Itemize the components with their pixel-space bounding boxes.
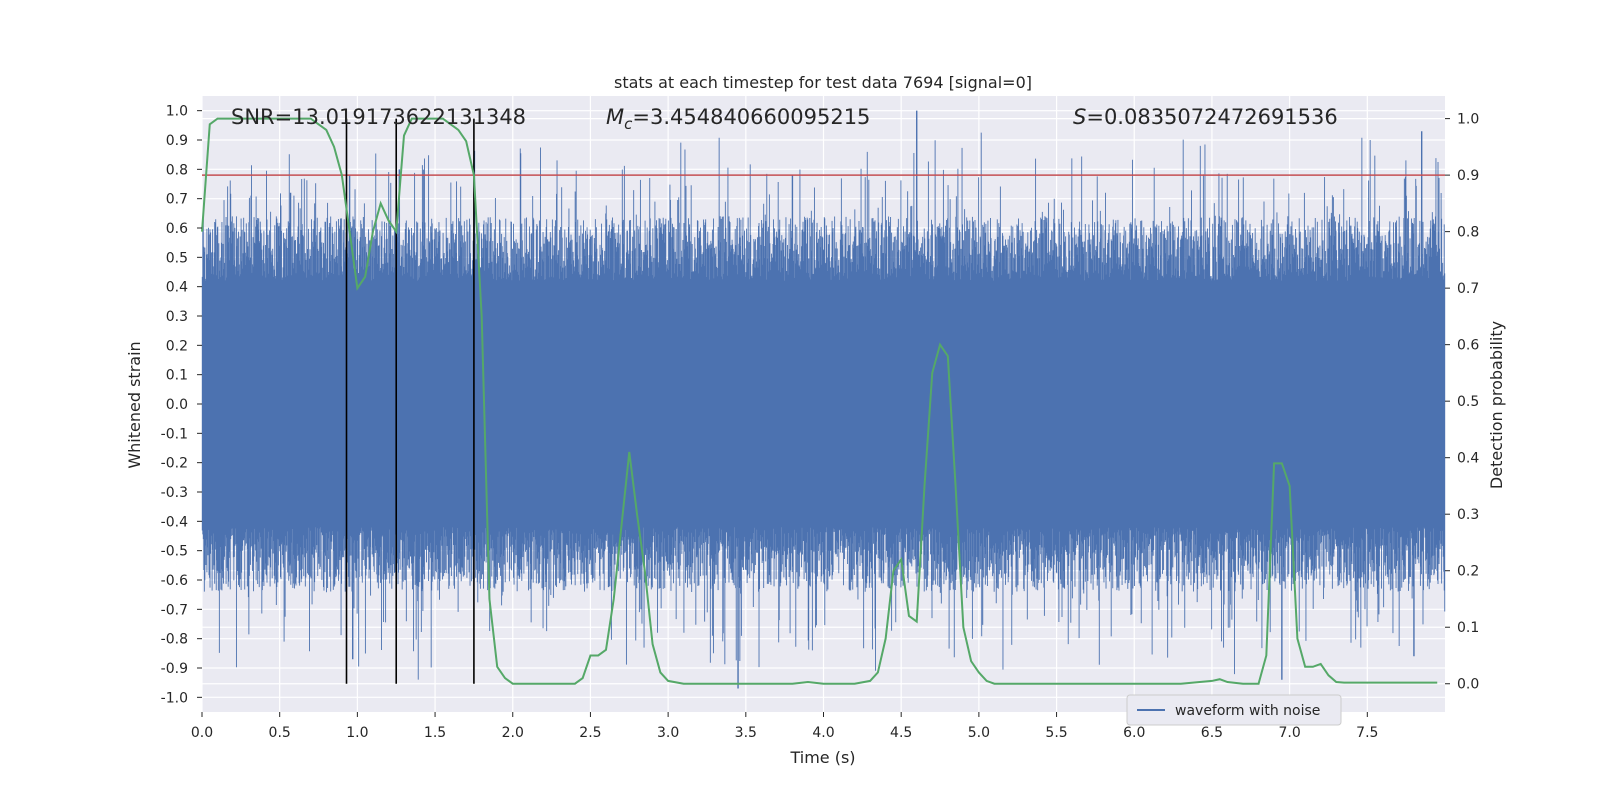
chirp-mass-value: =3.454840660095215 (632, 105, 870, 129)
chart-title: stats at each timestep for test data 769… (614, 73, 1032, 92)
y-left-tick-label: 0.0 (166, 397, 188, 413)
y-axis-left-label: Whitened strain (125, 341, 144, 468)
x-tick-label: 4.5 (890, 725, 912, 741)
y-right-tick-label: 0.1 (1457, 620, 1479, 636)
y-left-tick-label: 1.0 (166, 104, 188, 120)
x-tick-label: 4.0 (812, 725, 834, 741)
y-left-tick-label: -0.2 (161, 456, 188, 472)
s-value: =0.0835072472691536 (1086, 105, 1337, 129)
overlay-lines (201, 117, 1445, 685)
x-tick-label: 0.5 (269, 725, 291, 741)
y-right-tick-label: 1.0 (1457, 112, 1479, 128)
x-tick-label: 3.5 (735, 725, 757, 741)
snr-annotation: SNR=13.019173622131348 (231, 105, 526, 129)
y-left-tick-label: -0.8 (161, 632, 188, 648)
y-right-tick-label: 0.7 (1457, 281, 1479, 297)
y-left-tick-label: -0.5 (161, 544, 188, 560)
y-left-tick-label: -0.1 (161, 426, 188, 442)
x-axis-label: Time (s) (789, 748, 855, 767)
x-tick-label: 7.0 (1278, 725, 1300, 741)
y-left-tick-label: 0.9 (166, 133, 188, 149)
x-tick-label: 5.0 (968, 725, 990, 741)
x-tick-label: 2.0 (502, 725, 524, 741)
y-left-tick-label: 0.3 (166, 309, 188, 325)
y-axis-right-ticks: 1.0 0.9 0.8 0.7 0.6 0.5 0.4 0.3 0.2 0.1 0.0 (1445, 112, 1479, 693)
x-tick-label: 1.5 (424, 725, 446, 741)
y-right-tick-label: 0.6 (1457, 338, 1479, 354)
y-left-tick-label: 0.7 (166, 192, 188, 208)
x-tick-label: 7.5 (1356, 725, 1378, 741)
s-symbol: S (1073, 105, 1086, 129)
y-right-tick-label: 0.0 (1457, 677, 1479, 693)
y-left-tick-label: -0.3 (161, 485, 188, 501)
x-tick-label: 5.5 (1045, 725, 1067, 741)
y-right-tick-label: 0.9 (1457, 168, 1479, 184)
y-left-tick-label: 0.1 (166, 368, 188, 384)
y-right-tick-label: 0.5 (1457, 394, 1479, 410)
waveform-noise-path (201, 132, 1446, 680)
y-left-tick-label: -0.9 (161, 661, 188, 677)
s-annotation: S=0.0835072472691536 (1073, 105, 1338, 129)
x-tick-label: 0.0 (191, 725, 213, 741)
chirp-mass-symbol: M (606, 105, 624, 129)
x-tick-label: 6.5 (1201, 725, 1223, 741)
legend-box (1126, 694, 1342, 726)
y-left-tick-label: 0.2 (166, 338, 188, 354)
y-left-tick-label: 0.4 (166, 280, 188, 296)
y-right-tick-label: 0.4 (1457, 451, 1479, 467)
y-right-tick-label: 0.2 (1457, 564, 1479, 580)
y-right-tick-label: 0.8 (1457, 225, 1479, 241)
x-tick-label: 1.0 (346, 725, 368, 741)
y-left-tick-label: -0.4 (161, 514, 188, 530)
detection-probability-line (201, 117, 1438, 685)
y-left-tick-label: 0.5 (166, 250, 188, 266)
y-axis-left-ticks: 1.0 0.9 0.8 0.7 0.6 0.5 0.4 0.3 0.2 0.1 0.0 -0.1 -0.… (161, 104, 202, 706)
y-left-tick-label: -1.0 (161, 690, 188, 706)
x-tick-label: 6.0 (1123, 725, 1145, 741)
chirp-mass-subscript: c (624, 115, 633, 133)
y-left-tick-label: -0.6 (161, 573, 188, 589)
y-left-tick-label: 0.8 (166, 162, 188, 178)
x-tick-label: 2.5 (579, 725, 601, 741)
waveform-series (201, 110, 1446, 689)
chirp-mass-annotation: Mc=3.454840660095215 (606, 105, 870, 133)
legend-label: waveform with noise (1175, 703, 1320, 719)
x-axis-ticks: 0.0 0.5 1.0 1.5 2.0 2.5 3.0 3.5 4.0 4.5 5.0 5.5 6.0 6… (191, 712, 1378, 741)
x-tick-label: 3.0 (657, 725, 679, 741)
legend: waveform with noise (1126, 694, 1342, 726)
y-right-tick-label: 0.3 (1457, 507, 1479, 523)
y-left-tick-label: -0.7 (161, 602, 188, 618)
y-left-tick-label: 0.6 (166, 221, 188, 237)
y-axis-right-label: Detection probability (1487, 321, 1506, 489)
